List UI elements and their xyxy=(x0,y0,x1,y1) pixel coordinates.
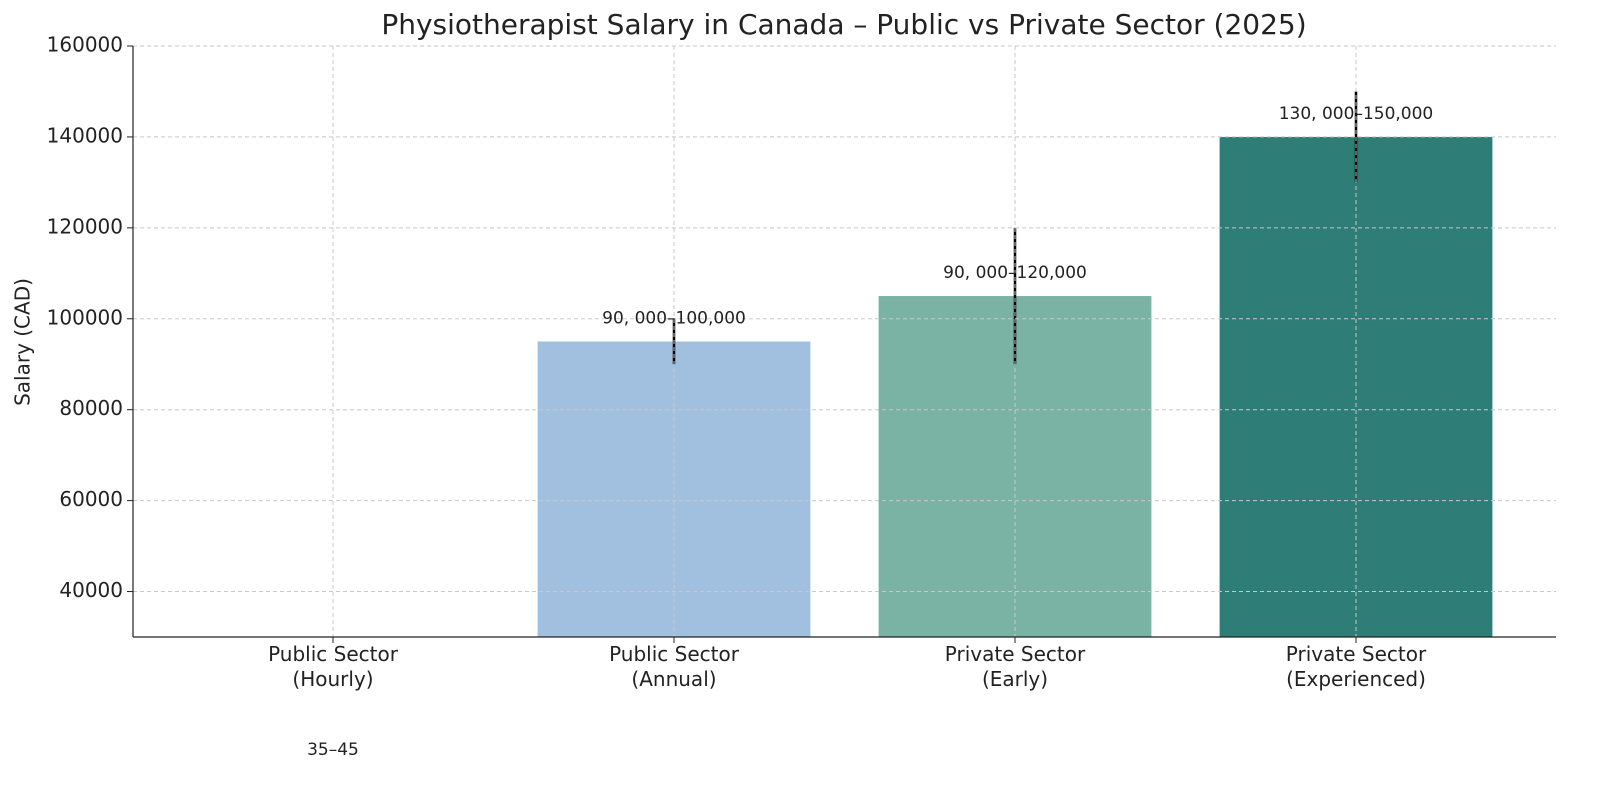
x-tick-label-line: (Experienced) xyxy=(1286,667,1426,691)
x-tick-label-line: Private Sector xyxy=(1286,642,1427,666)
value-label: 90, 000–100,000 xyxy=(602,309,746,329)
x-tick-label: Private Sector (Experienced) xyxy=(1286,642,1427,691)
y-tick-label: 140000 xyxy=(47,123,123,147)
x-tick-label-line: Private Sector xyxy=(945,642,1086,666)
x-tick-label-line: Public Sector xyxy=(268,642,399,666)
y-axis-label: Salary (CAD) xyxy=(11,278,35,406)
chart-title: Physiotherapist Salary in Canada – Publi… xyxy=(381,8,1306,41)
x-tick-label: Public Sector (Annual) xyxy=(609,642,740,691)
y-tick-label: 80000 xyxy=(59,396,123,420)
x-tick-label-line: Public Sector xyxy=(609,642,740,666)
y-tick-label: 120000 xyxy=(47,214,123,238)
y-tick-label: 160000 xyxy=(47,33,123,57)
value-label: 90, 000–120,000 xyxy=(943,263,1087,283)
value-label: 130, 000–150,000 xyxy=(1279,104,1434,124)
bar xyxy=(1219,136,1493,637)
y-tick-label: 60000 xyxy=(59,487,123,511)
value-label: 35–45 xyxy=(307,740,359,760)
x-tick-label: Private Sector (Early) xyxy=(945,642,1086,691)
y-tick-label: 40000 xyxy=(59,578,123,602)
x-tick-label: Public Sector (Hourly) xyxy=(268,642,399,691)
x-tick-label-line: (Early) xyxy=(982,667,1048,691)
y-tick-label: 100000 xyxy=(47,305,123,329)
x-tick-label-line: (Hourly) xyxy=(292,667,373,691)
x-tick-label-line: (Annual) xyxy=(631,667,716,691)
